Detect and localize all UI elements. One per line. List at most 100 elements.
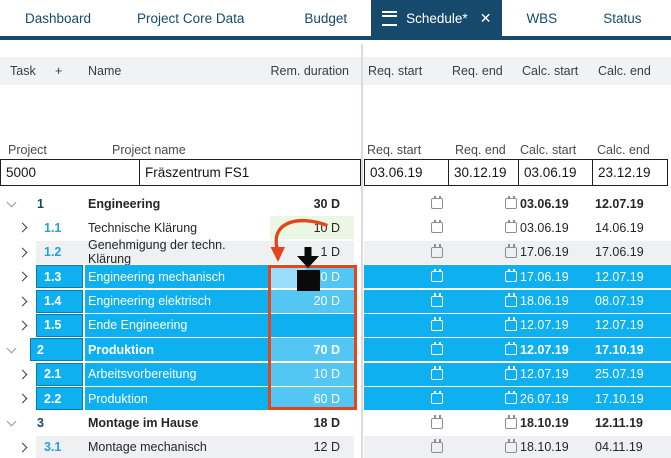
- rem-duration-cell[interactable]: 60 D: [270, 387, 354, 411]
- col-task[interactable]: Task: [10, 64, 36, 78]
- task-number-cell[interactable]: 2.2: [36, 387, 85, 411]
- calc-start-cell[interactable]: 18.10.19: [520, 440, 569, 455]
- task-row[interactable]: 1.4 Engineering elektrisch 20 D 18.06.19…: [0, 289, 671, 313]
- req-start-cell[interactable]: [364, 412, 448, 435]
- rem-duration-cell[interactable]: 20 D: [270, 289, 354, 313]
- task-number-cell[interactable]: 3.1: [44, 440, 62, 455]
- task-name-cell[interactable]: Produktion: [88, 391, 148, 406]
- task-number-cell[interactable]: 1.5: [36, 313, 85, 337]
- task-number-cell[interactable]: 2.1: [36, 362, 85, 386]
- task-row[interactable]: 3 Montage im Hause 18 D 18.10.19 12.11.1…: [0, 412, 671, 435]
- col-calc-start[interactable]: Calc. start: [522, 64, 579, 78]
- rem-duration-cell[interactable]: 18 D: [313, 416, 340, 431]
- req-start-cell[interactable]: [364, 338, 448, 361]
- req-end-cell[interactable]: [448, 265, 518, 288]
- task-row[interactable]: 1.5 Ende Engineering 12.07.19 12.07.19: [0, 313, 671, 337]
- task-name-cell[interactable]: Montage im Hause: [88, 416, 199, 431]
- req-end-cell[interactable]: [448, 314, 518, 337]
- expander-chevron-icon[interactable]: [17, 247, 28, 258]
- calc-end-cell[interactable]: 04.11.19: [595, 440, 643, 455]
- calendar-icon[interactable]: [431, 219, 443, 234]
- expander-chevron-icon[interactable]: [17, 393, 28, 404]
- task-row[interactable]: 1.1 Technische Klärung 10 D 03.06.19 14.…: [0, 216, 671, 240]
- tab-dashboard[interactable]: Dashboard: [25, 10, 92, 26]
- col-req-start[interactable]: Req. start: [368, 64, 423, 78]
- expander-chevron-icon[interactable]: [17, 271, 28, 282]
- task-name-cell[interactable]: Engineering mechanisch: [88, 269, 225, 284]
- expander-chevron-icon[interactable]: [6, 416, 17, 427]
- project-calc-end-field[interactable]: 23.12.19: [592, 159, 668, 186]
- calendar-icon[interactable]: [431, 317, 443, 331]
- task-row[interactable]: 2.2 Produktion 60 D 26.07.19 17.10.19: [0, 387, 671, 411]
- calendar-icon[interactable]: [505, 195, 517, 209]
- req-end-cell[interactable]: [448, 387, 518, 410]
- req-end-cell[interactable]: [448, 436, 518, 458]
- col-req-end[interactable]: Req. end: [452, 64, 503, 78]
- rem-duration-cell[interactable]: 70 D: [270, 338, 354, 362]
- calc-start-cell[interactable]: 18.06.19: [520, 294, 569, 309]
- req-end-cell[interactable]: [448, 241, 518, 264]
- task-row[interactable]: 1 Engineering 30 D 03.06.19 12.07.19: [0, 192, 671, 215]
- task-name-cell[interactable]: Montage mechanisch: [88, 440, 207, 455]
- calc-end-cell[interactable]: 12.11.19: [595, 416, 643, 431]
- task-name-cell[interactable]: Ende Engineering: [88, 318, 188, 333]
- task-number-cell[interactable]: 1.2: [44, 245, 62, 260]
- req-end-cell[interactable]: [448, 216, 518, 239]
- project-calc-start-field[interactable]: 03.06.19: [518, 159, 593, 186]
- calendar-icon[interactable]: [431, 439, 443, 453]
- calendar-icon[interactable]: [505, 390, 517, 405]
- rem-duration-cell[interactable]: 10 D: [270, 216, 354, 240]
- calc-start-cell[interactable]: 12.07.19: [520, 318, 569, 333]
- req-start-cell[interactable]: [364, 290, 448, 313]
- calendar-icon[interactable]: [505, 317, 517, 331]
- task-number-cell[interactable]: 3: [37, 416, 44, 431]
- task-number-cell[interactable]: 1.4: [36, 289, 85, 313]
- task-number-cell[interactable]: 1.3: [36, 265, 85, 289]
- req-end-cell[interactable]: [448, 192, 518, 215]
- calc-start-cell[interactable]: 03.06.19: [520, 220, 569, 235]
- pane-divider[interactable]: [361, 44, 363, 458]
- project-id-field[interactable]: 5000: [0, 159, 140, 186]
- calendar-icon[interactable]: [505, 268, 517, 283]
- req-end-cell[interactable]: [448, 338, 518, 361]
- tab-budget[interactable]: Budget: [304, 10, 348, 26]
- tab-wbs[interactable]: WBS: [526, 10, 558, 26]
- calc-end-cell[interactable]: 17.10.19: [595, 391, 644, 406]
- req-end-cell[interactable]: [448, 363, 518, 386]
- expander-chevron-icon[interactable]: [6, 197, 17, 207]
- calc-start-cell[interactable]: 12.07.19: [520, 367, 569, 382]
- calc-start-cell[interactable]: 26.07.19: [520, 391, 569, 406]
- calc-end-cell[interactable]: 14.06.19: [595, 220, 644, 235]
- task-name-cell[interactable]: Produktion: [88, 342, 154, 357]
- tab-schedule[interactable]: Schedule* ✕: [371, 0, 503, 36]
- req-end-cell[interactable]: [448, 412, 518, 435]
- close-tab-icon[interactable]: ✕: [479, 9, 492, 26]
- calc-end-cell[interactable]: 17.06.19: [595, 245, 644, 260]
- task-number-cell[interactable]: 1.1: [44, 220, 62, 235]
- calendar-icon[interactable]: [431, 195, 443, 209]
- calendar-icon[interactable]: [431, 366, 443, 380]
- rem-duration-cell[interactable]: 30 D: [313, 196, 340, 211]
- req-end-cell[interactable]: [448, 290, 518, 313]
- task-number-cell[interactable]: 2: [30, 338, 85, 362]
- calendar-icon[interactable]: [505, 366, 517, 380]
- req-start-cell[interactable]: [364, 387, 448, 410]
- expander-chevron-icon[interactable]: [17, 320, 28, 331]
- hamburger-menu-icon[interactable]: [382, 10, 398, 26]
- calc-end-cell[interactable]: 25.07.19: [595, 367, 644, 382]
- project-name-field[interactable]: Fräszentrum FS1: [139, 159, 361, 186]
- calc-end-cell[interactable]: 12.07.19: [595, 269, 644, 284]
- task-name-cell[interactable]: Engineering elektrisch: [88, 294, 211, 309]
- calc-start-cell[interactable]: 03.06.19: [520, 196, 569, 211]
- add-column-button[interactable]: +: [55, 64, 63, 78]
- col-rem-duration[interactable]: Rem. duration: [270, 64, 349, 78]
- rem-duration-cell[interactable]: 20 D: [270, 265, 354, 289]
- calc-start-cell[interactable]: 17.06.19: [520, 269, 569, 284]
- calendar-icon[interactable]: [431, 244, 443, 258]
- col-calc-end[interactable]: Calc. end: [598, 64, 651, 78]
- calc-end-cell[interactable]: 12.07.19: [595, 318, 644, 333]
- req-start-cell[interactable]: [364, 363, 448, 386]
- task-name-cell[interactable]: Genehmigung der techn. Klärung: [88, 238, 226, 267]
- calc-end-cell[interactable]: 17.10.19: [595, 342, 644, 357]
- req-start-cell[interactable]: [364, 192, 448, 215]
